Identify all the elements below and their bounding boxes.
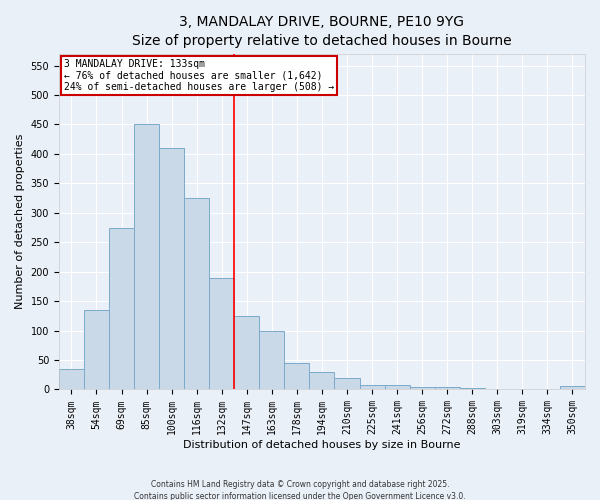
Bar bbox=[460, 388, 485, 390]
Bar bbox=[134, 124, 159, 390]
Bar bbox=[159, 148, 184, 390]
Bar bbox=[535, 389, 560, 390]
Bar bbox=[284, 363, 310, 390]
Bar bbox=[385, 385, 410, 390]
Bar bbox=[359, 386, 385, 390]
Bar bbox=[59, 369, 84, 390]
Y-axis label: Number of detached properties: Number of detached properties bbox=[15, 134, 25, 310]
Bar bbox=[184, 198, 209, 390]
Bar bbox=[310, 372, 334, 390]
Bar bbox=[234, 316, 259, 390]
Bar bbox=[209, 278, 234, 390]
Bar bbox=[109, 228, 134, 390]
X-axis label: Distribution of detached houses by size in Bourne: Distribution of detached houses by size … bbox=[183, 440, 461, 450]
Bar bbox=[510, 389, 535, 390]
Bar bbox=[334, 378, 359, 390]
Title: 3, MANDALAY DRIVE, BOURNE, PE10 9YG
Size of property relative to detached houses: 3, MANDALAY DRIVE, BOURNE, PE10 9YG Size… bbox=[132, 15, 512, 48]
Bar bbox=[485, 389, 510, 390]
Bar bbox=[84, 310, 109, 390]
Text: Contains HM Land Registry data © Crown copyright and database right 2025.
Contai: Contains HM Land Registry data © Crown c… bbox=[134, 480, 466, 500]
Bar bbox=[410, 386, 434, 390]
Bar bbox=[434, 387, 460, 390]
Text: 3 MANDALAY DRIVE: 133sqm
← 76% of detached houses are smaller (1,642)
24% of sem: 3 MANDALAY DRIVE: 133sqm ← 76% of detach… bbox=[64, 59, 334, 92]
Bar bbox=[259, 330, 284, 390]
Bar bbox=[560, 386, 585, 390]
